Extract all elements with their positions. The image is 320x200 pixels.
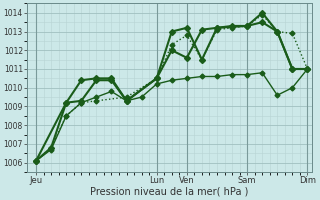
X-axis label: Pression niveau de la mer( hPa ): Pression niveau de la mer( hPa ) [90, 187, 249, 197]
